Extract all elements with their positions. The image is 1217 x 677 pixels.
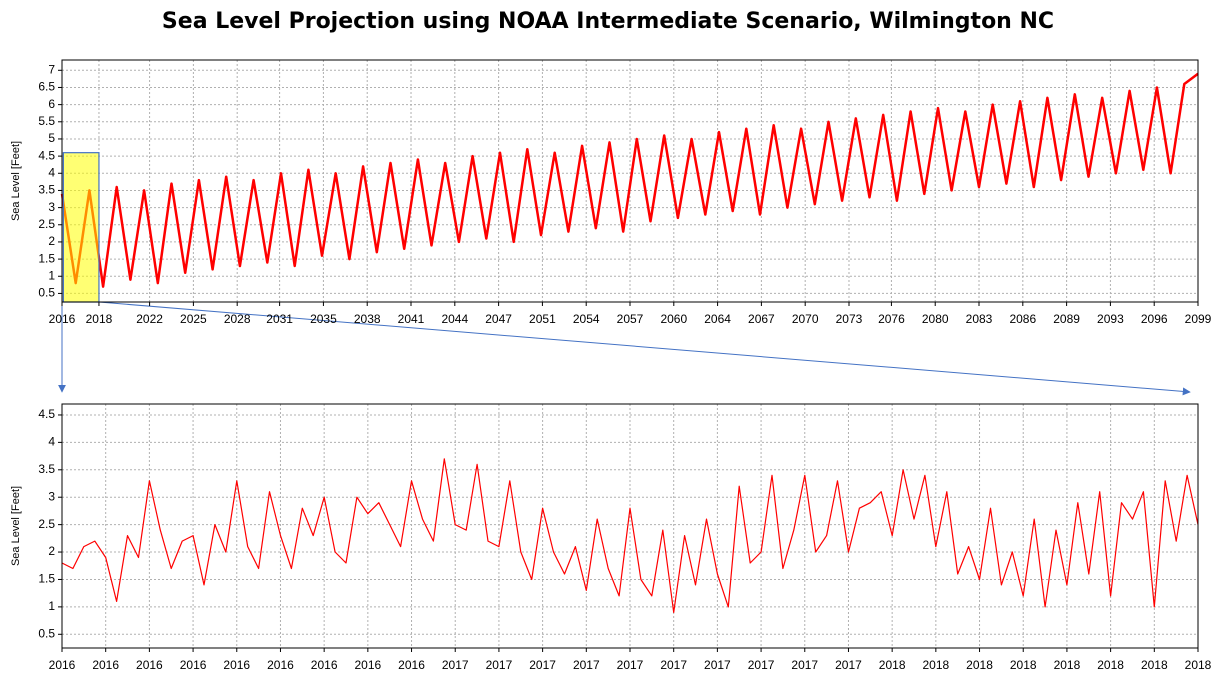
x-tick-label: 2025: [180, 312, 207, 326]
y-tick-label: 3: [48, 489, 55, 503]
x-tick-label: 2089: [1053, 312, 1080, 326]
x-tick-label: 2047: [485, 312, 512, 326]
x-tick-label: 2018: [1054, 658, 1081, 672]
x-tick-label: 2017: [442, 658, 469, 672]
x-tick-label: 2018: [1010, 658, 1037, 672]
y-tick-label: 4.5: [38, 148, 55, 162]
y-tick-label: 6.5: [38, 80, 55, 94]
y-tick-label: 5.5: [38, 114, 55, 128]
y-tick-label: 1: [48, 268, 55, 282]
y-tick-label: 1.5: [38, 251, 55, 265]
y-tick-label: 1: [48, 599, 55, 613]
y-tick-label: 3.5: [38, 462, 55, 476]
x-tick-label: 2016: [398, 658, 425, 672]
y-tick-label: 5: [48, 131, 55, 145]
y-tick-label: 4: [48, 435, 55, 449]
y-tick-label: 4: [48, 165, 55, 179]
y-tick-label: 0.5: [38, 626, 55, 640]
y-axis-label: Sea Level [Feet]: [10, 486, 22, 566]
x-tick-label: 2086: [1009, 312, 1036, 326]
x-tick-label: 2018: [1097, 658, 1124, 672]
zoom-arrow: [98, 301, 1191, 396]
chart-title: Sea Level Projection using NOAA Intermed…: [162, 9, 1054, 34]
y-tick-label: 2.5: [38, 217, 55, 231]
x-tick-label: 2022: [136, 312, 163, 326]
y-tick-label: 7: [48, 62, 55, 76]
x-tick-label: 2016: [49, 658, 76, 672]
x-tick-label: 2038: [354, 312, 381, 326]
x-tick-label: 2096: [1141, 312, 1168, 326]
y-tick-label: 0.5: [38, 286, 55, 300]
y-tick-label: 4.5: [38, 407, 55, 421]
x-tick-label: 2016: [49, 312, 76, 326]
x-tick-label: 2017: [748, 658, 775, 672]
x-tick-label: 2016: [267, 658, 294, 672]
x-tick-label: 2099: [1185, 312, 1212, 326]
x-tick-label: 2017: [573, 658, 600, 672]
x-tick-label: 2093: [1097, 312, 1124, 326]
x-tick-label: 2073: [836, 312, 863, 326]
y-tick-label: 6: [48, 97, 55, 111]
y-tick-label: 3.5: [38, 183, 55, 197]
x-tick-label: 2060: [660, 312, 687, 326]
x-tick-label: 2017: [791, 658, 818, 672]
y-tick-label: 2: [48, 544, 55, 558]
y-tick-label: 2: [48, 234, 55, 248]
x-tick-label: 2016: [92, 658, 119, 672]
x-tick-label: 2051: [529, 312, 556, 326]
x-tick-label: 2028: [224, 312, 251, 326]
x-tick-label: 2017: [704, 658, 731, 672]
x-tick-label: 2018: [1185, 658, 1212, 672]
x-tick-label: 2054: [573, 312, 600, 326]
x-tick-label: 2017: [617, 658, 644, 672]
data-line: [61, 458, 1199, 613]
x-tick-label: 2035: [310, 312, 337, 326]
y-axis-label: Sea Level [Feet]: [10, 141, 22, 221]
y-tick-label: 2.5: [38, 517, 55, 531]
x-tick-label: 2018: [922, 658, 949, 672]
x-tick-label: 2067: [748, 312, 775, 326]
y-tick-label: 1.5: [38, 572, 55, 586]
x-tick-label: 2057: [617, 312, 644, 326]
x-tick-label: 2017: [835, 658, 862, 672]
x-tick-label: 2017: [660, 658, 687, 672]
x-tick-label: 2044: [441, 312, 468, 326]
x-tick-label: 2016: [180, 658, 207, 672]
x-tick-label: 2083: [966, 312, 993, 326]
zoom-window: [62, 152, 100, 303]
x-tick-label: 2016: [311, 658, 338, 672]
x-tick-label: 2064: [704, 312, 731, 326]
plot-frame: [61, 403, 1199, 649]
x-tick-label: 2018: [879, 658, 906, 672]
x-tick-label: 2041: [398, 312, 425, 326]
y-tick-label: 3: [48, 200, 55, 214]
x-tick-label: 2076: [878, 312, 905, 326]
x-tick-label: 2080: [922, 312, 949, 326]
x-tick-label: 2016: [223, 658, 250, 672]
x-tick-label: 2031: [266, 312, 293, 326]
data-line: [60, 72, 1199, 288]
x-tick-label: 2016: [354, 658, 381, 672]
x-tick-label: 2018: [966, 658, 993, 672]
x-tick-label: 2017: [486, 658, 513, 672]
x-tick-label: 2018: [86, 312, 113, 326]
x-tick-label: 2018: [1141, 658, 1168, 672]
x-tick-label: 2017: [529, 658, 556, 672]
x-tick-label: 2016: [136, 658, 163, 672]
x-tick-label: 2070: [792, 312, 819, 326]
plot-frame: [61, 59, 1199, 303]
